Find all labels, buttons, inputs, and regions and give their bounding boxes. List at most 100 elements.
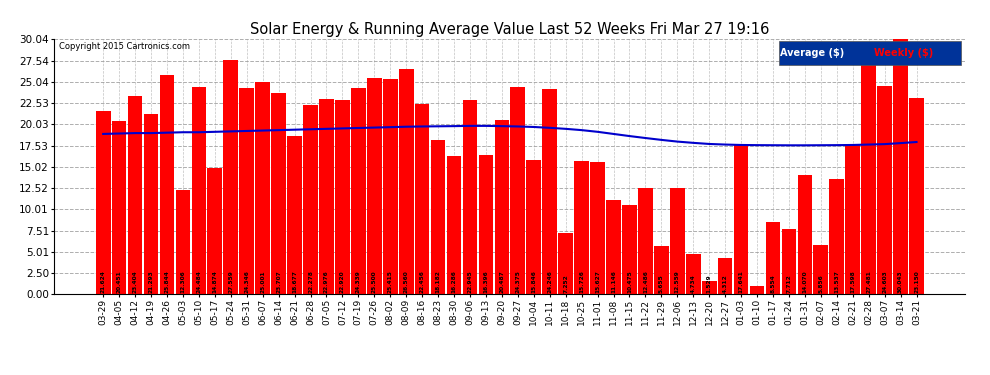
Text: 5.856: 5.856: [819, 274, 824, 293]
Text: 21.293: 21.293: [148, 270, 153, 293]
Text: 14.070: 14.070: [802, 270, 808, 293]
Text: 1.529: 1.529: [707, 274, 712, 293]
Bar: [383, 79, 398, 294]
Text: 13.537: 13.537: [835, 270, 840, 293]
Text: 23.707: 23.707: [276, 270, 281, 293]
Text: 22.920: 22.920: [340, 270, 345, 293]
Text: 18.182: 18.182: [436, 270, 441, 293]
Bar: [271, 93, 286, 294]
Bar: [718, 258, 733, 294]
Bar: [128, 96, 143, 294]
Bar: [144, 114, 158, 294]
Text: 18.677: 18.677: [292, 270, 297, 293]
Bar: [287, 136, 302, 294]
Bar: [399, 69, 414, 294]
Text: 26.560: 26.560: [404, 270, 409, 293]
Text: 25.415: 25.415: [388, 270, 393, 293]
Text: 25.500: 25.500: [372, 270, 377, 293]
Bar: [654, 246, 668, 294]
Text: 30.043: 30.043: [898, 270, 903, 293]
Text: 17.641: 17.641: [739, 270, 743, 293]
Bar: [175, 190, 190, 294]
Text: 4.312: 4.312: [723, 274, 728, 293]
Bar: [431, 140, 446, 294]
Text: 12.486: 12.486: [643, 270, 647, 293]
Bar: [893, 39, 908, 294]
Text: 22.278: 22.278: [308, 270, 313, 293]
Text: 21.624: 21.624: [101, 270, 106, 293]
Bar: [909, 98, 924, 294]
Bar: [606, 200, 621, 294]
Bar: [702, 281, 717, 294]
Text: 23.150: 23.150: [914, 270, 919, 293]
FancyBboxPatch shape: [778, 40, 960, 65]
Text: 25.844: 25.844: [164, 270, 169, 293]
Text: Copyright 2015 Cartronics.com: Copyright 2015 Cartronics.com: [59, 42, 190, 51]
Text: 10.475: 10.475: [627, 270, 632, 293]
Bar: [446, 156, 461, 294]
Text: 22.945: 22.945: [467, 270, 472, 293]
Bar: [255, 82, 270, 294]
Text: 4.734: 4.734: [691, 274, 696, 293]
Bar: [112, 121, 127, 294]
Text: 24.484: 24.484: [196, 270, 201, 293]
Bar: [558, 233, 573, 294]
Text: 12.559: 12.559: [675, 270, 680, 293]
Bar: [765, 222, 780, 294]
Bar: [511, 87, 525, 294]
Title: Solar Energy & Running Average Value Last 52 Weeks Fri Mar 27 19:16: Solar Energy & Running Average Value Las…: [250, 22, 769, 37]
Text: 14.874: 14.874: [212, 270, 218, 293]
Text: 15.627: 15.627: [595, 270, 600, 293]
Bar: [208, 168, 222, 294]
Bar: [367, 78, 381, 294]
Text: Average ($): Average ($): [780, 48, 844, 58]
Bar: [543, 88, 557, 294]
Text: 7.712: 7.712: [786, 274, 791, 293]
Bar: [96, 111, 111, 294]
Text: 27.481: 27.481: [866, 270, 871, 293]
Bar: [462, 100, 477, 294]
Bar: [734, 145, 748, 294]
Text: 20.451: 20.451: [117, 270, 122, 293]
Bar: [861, 61, 876, 294]
Bar: [574, 161, 589, 294]
Text: 12.306: 12.306: [180, 270, 185, 293]
Bar: [845, 145, 860, 294]
Bar: [303, 105, 318, 294]
Bar: [639, 188, 652, 294]
Bar: [240, 88, 254, 294]
Text: 8.554: 8.554: [770, 274, 775, 293]
Text: 17.598: 17.598: [850, 270, 855, 293]
Text: 22.456: 22.456: [420, 270, 425, 293]
Bar: [335, 100, 349, 294]
Bar: [590, 162, 605, 294]
Text: 16.286: 16.286: [451, 270, 456, 293]
Bar: [877, 86, 892, 294]
Bar: [527, 160, 542, 294]
Text: 11.146: 11.146: [611, 270, 616, 293]
Text: 7.252: 7.252: [563, 274, 568, 293]
Bar: [798, 175, 812, 294]
Bar: [159, 75, 174, 294]
Text: 24.375: 24.375: [516, 270, 521, 293]
Text: 15.846: 15.846: [532, 270, 537, 293]
Bar: [686, 254, 701, 294]
Text: 25.001: 25.001: [260, 270, 265, 293]
Bar: [224, 60, 239, 294]
Bar: [191, 87, 206, 294]
Text: 20.487: 20.487: [499, 270, 504, 293]
Text: 24.603: 24.603: [882, 270, 887, 293]
Text: 23.404: 23.404: [133, 270, 138, 293]
Text: 27.559: 27.559: [229, 270, 234, 293]
Bar: [814, 244, 829, 294]
Bar: [351, 88, 365, 294]
Bar: [781, 229, 796, 294]
Text: 5.655: 5.655: [659, 274, 664, 293]
Text: 24.339: 24.339: [355, 270, 360, 293]
Bar: [670, 188, 685, 294]
Text: 24.346: 24.346: [245, 270, 249, 293]
Text: 24.246: 24.246: [547, 270, 552, 293]
Text: 15.726: 15.726: [579, 270, 584, 293]
Bar: [478, 155, 493, 294]
Bar: [495, 120, 509, 294]
